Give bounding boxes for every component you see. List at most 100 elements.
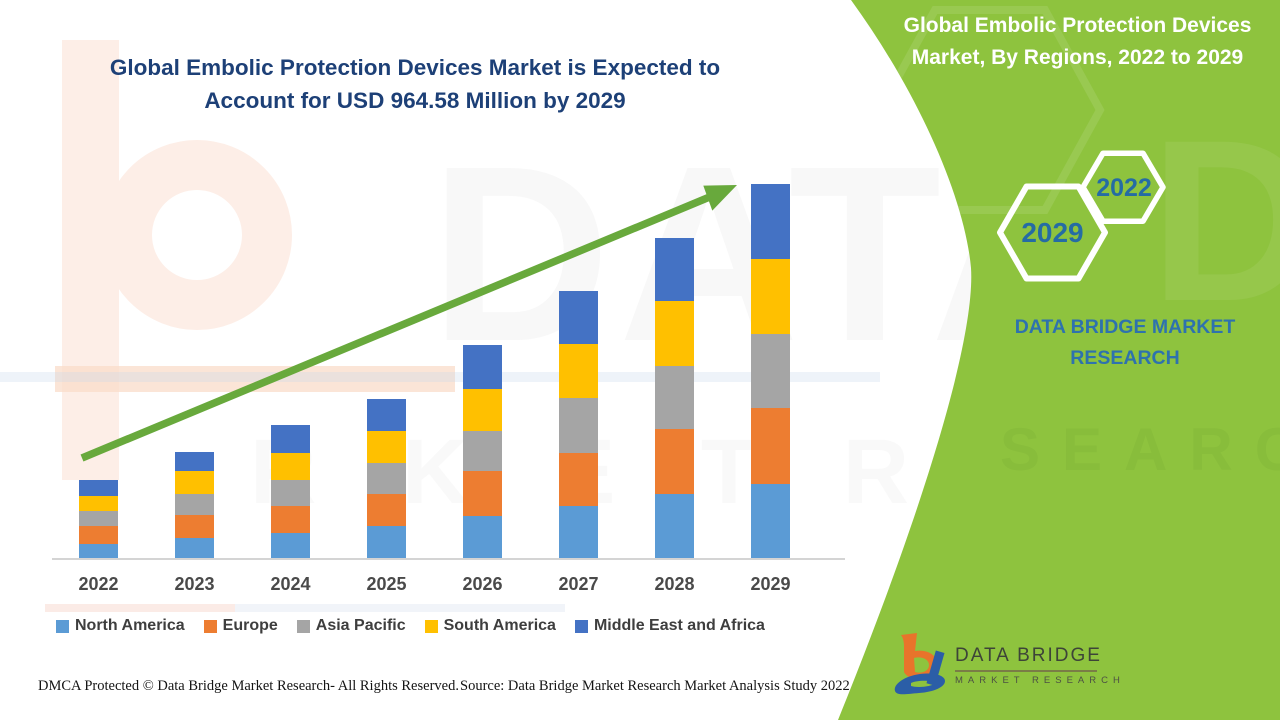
bar-segment-asia-pacific: [559, 397, 598, 453]
footer-source: Source: Data Bridge Market Research Mark…: [460, 678, 850, 694]
bar-2027: [559, 290, 598, 558]
legend-swatch-icon: [574, 619, 588, 633]
bar-segment-middle-east-and-africa: [751, 184, 790, 260]
hexagon-2022: [1080, 150, 1166, 224]
x-axis-label-2029: 2029: [750, 574, 791, 594]
bar-segment-north-america: [559, 505, 598, 558]
x-axis-label-2023: 2023: [174, 574, 215, 594]
legend-label: Europe: [222, 617, 278, 634]
hexagon-2029: [997, 183, 1108, 282]
trend-arrow: [80, 185, 737, 462]
x-axis-label-2026: 2026: [462, 574, 503, 594]
legend-item-asia-pacific: Asia Pacific: [296, 617, 406, 635]
page-title-line1: Global Embolic Protection Devices Market…: [109, 55, 721, 80]
bar-segment-north-america: [367, 526, 406, 558]
panel-title: Global Embolic Protection Devices Market…: [880, 10, 1275, 73]
logo-text: DATA BRIDGE MARKET RESEARCH: [955, 633, 1125, 686]
brand-text-line1: DATA BRIDGE MARKET: [1014, 316, 1236, 338]
bar-segment-south-america: [367, 431, 406, 463]
peach-logo-watermark: [55, 40, 455, 480]
legend-label: Asia Pacific: [315, 617, 406, 634]
bar-segment-europe: [655, 428, 694, 494]
legend-item-middle-east-and-africa: Middle East and Africa: [574, 617, 765, 635]
logo-name: DATA BRIDGE: [955, 645, 1102, 666]
bar-segment-europe: [751, 408, 790, 484]
footer-dmca: DMCA Protected © Data Bridge Market Rese…: [38, 678, 459, 694]
bar-segment-europe: [559, 452, 598, 506]
bar-2025: [367, 398, 406, 558]
legend-label: South America: [443, 617, 556, 634]
bar-segment-south-america: [175, 471, 214, 495]
bar-segment-europe: [271, 506, 310, 534]
bar-segment-north-america: [271, 533, 310, 558]
bar-segment-middle-east-and-africa: [655, 237, 694, 302]
panel-title-line1: Global Embolic Protection Devices: [903, 14, 1252, 37]
bar-segment-middle-east-and-africa: [79, 479, 118, 496]
bar-2028: [655, 237, 694, 558]
x-axis-label-2027: 2027: [558, 574, 599, 594]
ghost-letters-row: SEARCH: [1000, 416, 1280, 483]
bar-segment-north-america: [655, 493, 694, 558]
legend-swatch-icon: [203, 619, 217, 633]
bar-segment-asia-pacific: [655, 366, 694, 429]
bar-segment-europe: [175, 514, 214, 538]
bars: [79, 178, 790, 558]
bar-2029: [751, 184, 790, 558]
bar-segment-north-america: [463, 516, 502, 558]
legend-swatch-icon: [56, 619, 69, 633]
watermark-stripe-pink: [45, 604, 235, 612]
bar-segment-south-america: [271, 452, 310, 481]
bar-segment-asia-pacific: [79, 511, 118, 527]
bar-2026: [463, 344, 502, 558]
x-axis-line: [52, 558, 845, 560]
bar-segment-asia-pacific: [271, 480, 310, 507]
logo-mark-icon: [894, 633, 945, 695]
bar-segment-middle-east-and-africa: [367, 398, 406, 432]
page-title-line2: Account for USD 964.58 Million by 2029: [204, 87, 626, 113]
brand-text-line2: RESEARCH: [1070, 347, 1180, 370]
logo-subtitle: MARKET RESEARCH: [955, 674, 1125, 686]
x-axis-label-2028: 2028: [654, 574, 695, 594]
bar-2023: [175, 451, 214, 558]
hexagon-2022-label: 2022: [1096, 174, 1152, 202]
bar-segment-europe: [79, 526, 118, 544]
watermark-stripe: [0, 372, 880, 382]
legend-label: Middle East and Africa: [593, 617, 765, 634]
legend-swatch-icon: [296, 619, 310, 633]
bar-segment-middle-east-and-africa: [175, 451, 214, 472]
brand-text: DATA BRIDGE MARKET RESEARCH: [950, 312, 1280, 374]
legend-item-south-america: South America: [424, 617, 556, 635]
ghost-letters: DGE: [1150, 92, 1280, 349]
x-axis-label-2025: 2025: [366, 574, 407, 594]
bar-2024: [271, 424, 310, 558]
bar-segment-asia-pacific: [175, 494, 214, 515]
bar-segment-north-america: [751, 483, 790, 558]
bar-segment-south-america: [751, 259, 790, 334]
legend: North America Europe Asia Pacific South Ame…: [56, 617, 765, 635]
company-logo: DATA BRIDGE MARKET RESEARCH: [893, 633, 1125, 697]
legend-item-north-america: North America: [56, 617, 185, 635]
bar-segment-asia-pacific: [367, 462, 406, 495]
bar-segment-middle-east-and-africa: [559, 290, 598, 345]
legend-swatch-icon: [424, 619, 438, 633]
page-title: Global Embolic Protection Devices Market…: [40, 52, 790, 117]
bar-segment-asia-pacific: [463, 431, 502, 472]
panel-title-line2: Market, By Regions, 2022 to 2029: [911, 45, 1244, 69]
logo-divider: [955, 670, 1097, 672]
bar-segment-north-america: [79, 543, 118, 558]
legend-label: North America: [75, 617, 185, 634]
x-axis-label-2022: 2022: [78, 574, 119, 594]
bar-2022: [79, 479, 118, 558]
watermark-stripe-gray: [235, 604, 565, 612]
x-axis-label-2024: 2024: [270, 574, 311, 594]
bar-segment-europe: [463, 471, 502, 517]
bar-segment-south-america: [79, 495, 118, 512]
bar-segment-asia-pacific: [751, 333, 790, 409]
legend-item-europe: Europe: [203, 617, 278, 635]
bar-segment-middle-east-and-africa: [463, 344, 502, 389]
bar-segment-south-america: [655, 301, 694, 367]
x-axis-labels: 2022 2023 2024 2025 2026 2027 2028 2029: [78, 574, 791, 595]
bar-segment-north-america: [175, 537, 214, 558]
